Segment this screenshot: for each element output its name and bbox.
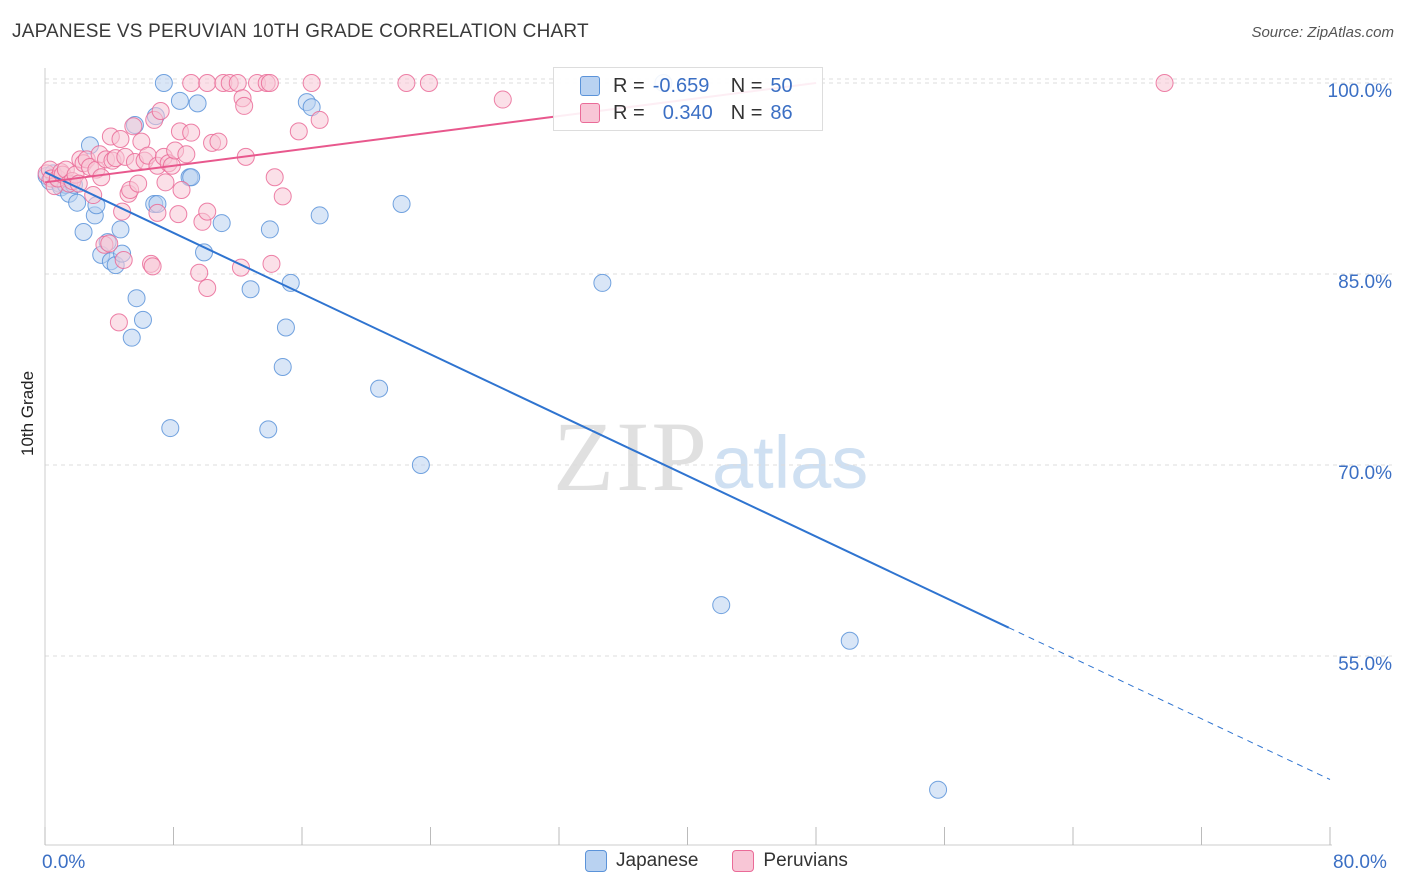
peruvian-point <box>151 102 170 121</box>
japanese-point <box>161 419 180 438</box>
peruvian-point <box>109 313 128 332</box>
legend-n-value: 50 <box>770 74 793 97</box>
japanese-trend-line <box>44 171 1010 629</box>
japanese-point <box>411 456 430 474</box>
legend-n-label: N = <box>730 74 763 97</box>
peruvian-point <box>169 205 188 224</box>
legend-r-label: R = <box>613 74 645 97</box>
legend-item-japanese: Japanese <box>585 850 698 872</box>
japanese-point <box>111 220 130 239</box>
y-tick-labels: 55.0% 70.0% 85.0% 100.0% <box>1328 81 1393 675</box>
japanese-point <box>122 328 141 347</box>
japanese-point <box>133 310 152 329</box>
japanese-point <box>929 780 948 799</box>
source-label: Source: ZipAtlas.com <box>1251 24 1394 41</box>
peruvian-point <box>124 117 143 136</box>
legend-row-japanese: R = -0.659 N = 50 <box>580 73 793 99</box>
peruvian-point <box>265 168 284 187</box>
legend-japanese-label: Japanese <box>616 850 699 871</box>
japanese-point <box>840 631 859 650</box>
peruvian-point <box>1155 74 1174 92</box>
x-tick-label-max: 80.0% <box>1333 852 1387 873</box>
legend-r-value: -0.659 <box>652 74 710 97</box>
japanese-point <box>241 280 260 299</box>
japanese-point <box>170 91 189 110</box>
japanese-trend-extension <box>1008 627 1331 780</box>
y-tick-label: 55.0% <box>1338 654 1392 675</box>
japanese-point <box>68 193 87 212</box>
y-tick-label: 70.0% <box>1338 463 1392 484</box>
legend-row-peruvians: R = 0.340 N = 86 <box>580 100 793 126</box>
x-tick-label-min: 0.0% <box>42 852 86 873</box>
japanese-point <box>712 596 731 615</box>
axes <box>44 68 1332 846</box>
japanese-point <box>593 273 612 292</box>
peruvian-point <box>397 74 416 92</box>
peruvian-point <box>198 279 217 298</box>
chart-title: JAPANESE VS PERUVIAN 10TH GRADE CORRELAT… <box>12 21 589 42</box>
japanese-point <box>273 357 292 376</box>
peruvian-point <box>273 187 292 206</box>
peruvian-point <box>111 130 130 149</box>
japanese-point <box>302 98 321 117</box>
peruvian-point <box>262 254 281 273</box>
legend-item-peruvians: Peruvians <box>732 850 848 872</box>
peruvian-point <box>92 168 111 187</box>
peruvian-point <box>182 74 201 92</box>
japanese-point <box>260 220 279 239</box>
series-legend: Japanese Peruvians <box>585 850 882 872</box>
peruvian-point <box>156 173 175 192</box>
peruvian-swatch <box>580 103 600 123</box>
japanese-point <box>212 214 231 233</box>
legend-n-value: 86 <box>770 101 793 124</box>
watermark-atlas: atlas <box>712 421 868 504</box>
japanese-point <box>188 94 207 113</box>
peruvian-point <box>177 145 196 164</box>
japanese-point <box>276 318 295 337</box>
peruvian-point <box>493 90 512 109</box>
peruvian-point <box>129 174 148 193</box>
peruvian-point <box>190 263 209 282</box>
peruvian-point <box>310 110 329 129</box>
peruvian-point <box>182 123 201 142</box>
watermark-zip: ZIP <box>553 401 709 512</box>
stats-legend: R = -0.659 N = 50 R = 0.340 N = 86 <box>553 67 823 131</box>
japanese-point <box>392 194 411 213</box>
peruvian-point <box>235 96 254 115</box>
japanese-point <box>182 168 201 187</box>
y-tick-label: 85.0% <box>1338 272 1392 293</box>
peruvian-point <box>172 180 191 199</box>
peruvian-point <box>100 234 119 253</box>
japanese-point <box>154 74 173 92</box>
peruvian-legend-swatch <box>732 850 755 872</box>
japanese-point <box>370 379 389 398</box>
peruvian-point <box>143 257 162 276</box>
japanese-legend-swatch <box>585 850 607 872</box>
peruvian-point <box>419 74 438 92</box>
peruvian-point <box>302 74 321 92</box>
japanese-point <box>310 206 329 225</box>
peruvian-points <box>37 74 1174 332</box>
japanese-point <box>127 289 146 308</box>
peruvian-point <box>148 203 167 222</box>
legend-r-label: R = <box>613 101 645 124</box>
peruvian-point <box>198 202 217 221</box>
japanese-point <box>74 222 93 241</box>
peruvian-point <box>209 132 228 151</box>
legend-n-label: N = <box>730 101 763 124</box>
y-tick-label: 100.0% <box>1328 81 1393 102</box>
peruvian-point <box>289 122 308 141</box>
peruvian-point <box>114 250 133 269</box>
japanese-swatch <box>580 76 600 96</box>
legend-r-value: 0.340 <box>662 101 713 124</box>
y-axis-label: 10th Grade <box>18 370 37 456</box>
legend-peruvians-label: Peruvians <box>763 850 848 871</box>
japanese-point <box>259 420 278 439</box>
peruvian-point <box>228 74 247 92</box>
watermark: ZIP atlas <box>553 401 868 512</box>
peruvian-point <box>260 74 279 92</box>
peruvian-point <box>198 74 217 92</box>
